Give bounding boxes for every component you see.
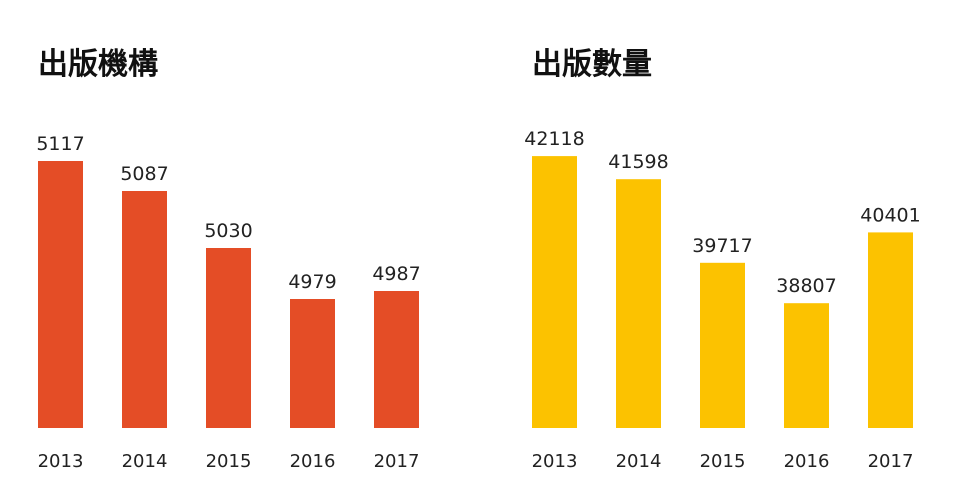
x-tick-label: 2013	[532, 451, 578, 472]
data-label: 4979	[288, 271, 336, 293]
bar-2014	[122, 191, 167, 428]
bar-2016	[784, 303, 829, 428]
data-label: 5030	[204, 220, 252, 242]
x-tick-label: 2016	[784, 451, 830, 472]
bar-2016	[290, 299, 335, 428]
x-tick-label: 2015	[206, 451, 252, 472]
chart-title: 出版數量	[532, 47, 652, 82]
bar-2015	[700, 262, 745, 428]
bar-2017	[868, 232, 913, 428]
data-label: 38807	[776, 275, 836, 297]
x-tick-label: 2014	[122, 451, 168, 472]
data-label: 42118	[524, 128, 584, 150]
x-tick-group: 2013 2014 2015 2016 2017	[38, 451, 420, 472]
x-tick-label: 2017	[868, 451, 914, 472]
data-label: 4987	[372, 263, 420, 285]
data-label: 5087	[120, 163, 168, 185]
data-label-group: 5117 5087 5030 4979 4987	[36, 133, 420, 293]
bar-2013	[38, 161, 83, 428]
x-tick-label: 2015	[700, 451, 746, 472]
bar-2014	[616, 179, 661, 428]
bar-group	[532, 156, 913, 428]
data-label: 40401	[860, 204, 920, 226]
x-tick-label: 2017	[374, 451, 420, 472]
bar-group	[38, 161, 419, 428]
bar-2015	[206, 248, 251, 428]
x-tick-label: 2014	[616, 451, 662, 472]
chart-title: 出版機構	[38, 47, 158, 82]
x-tick-label: 2016	[290, 451, 336, 472]
data-label-group: 42118 41598 39717 38807 40401	[524, 128, 920, 297]
x-tick-label: 2013	[38, 451, 84, 472]
data-label: 41598	[608, 151, 668, 173]
data-label: 39717	[692, 235, 752, 257]
bar-2017	[374, 291, 419, 428]
x-tick-group: 2013 2014 2015 2016 2017	[532, 451, 914, 472]
bar-2013	[532, 156, 577, 428]
data-label: 5117	[36, 133, 84, 155]
